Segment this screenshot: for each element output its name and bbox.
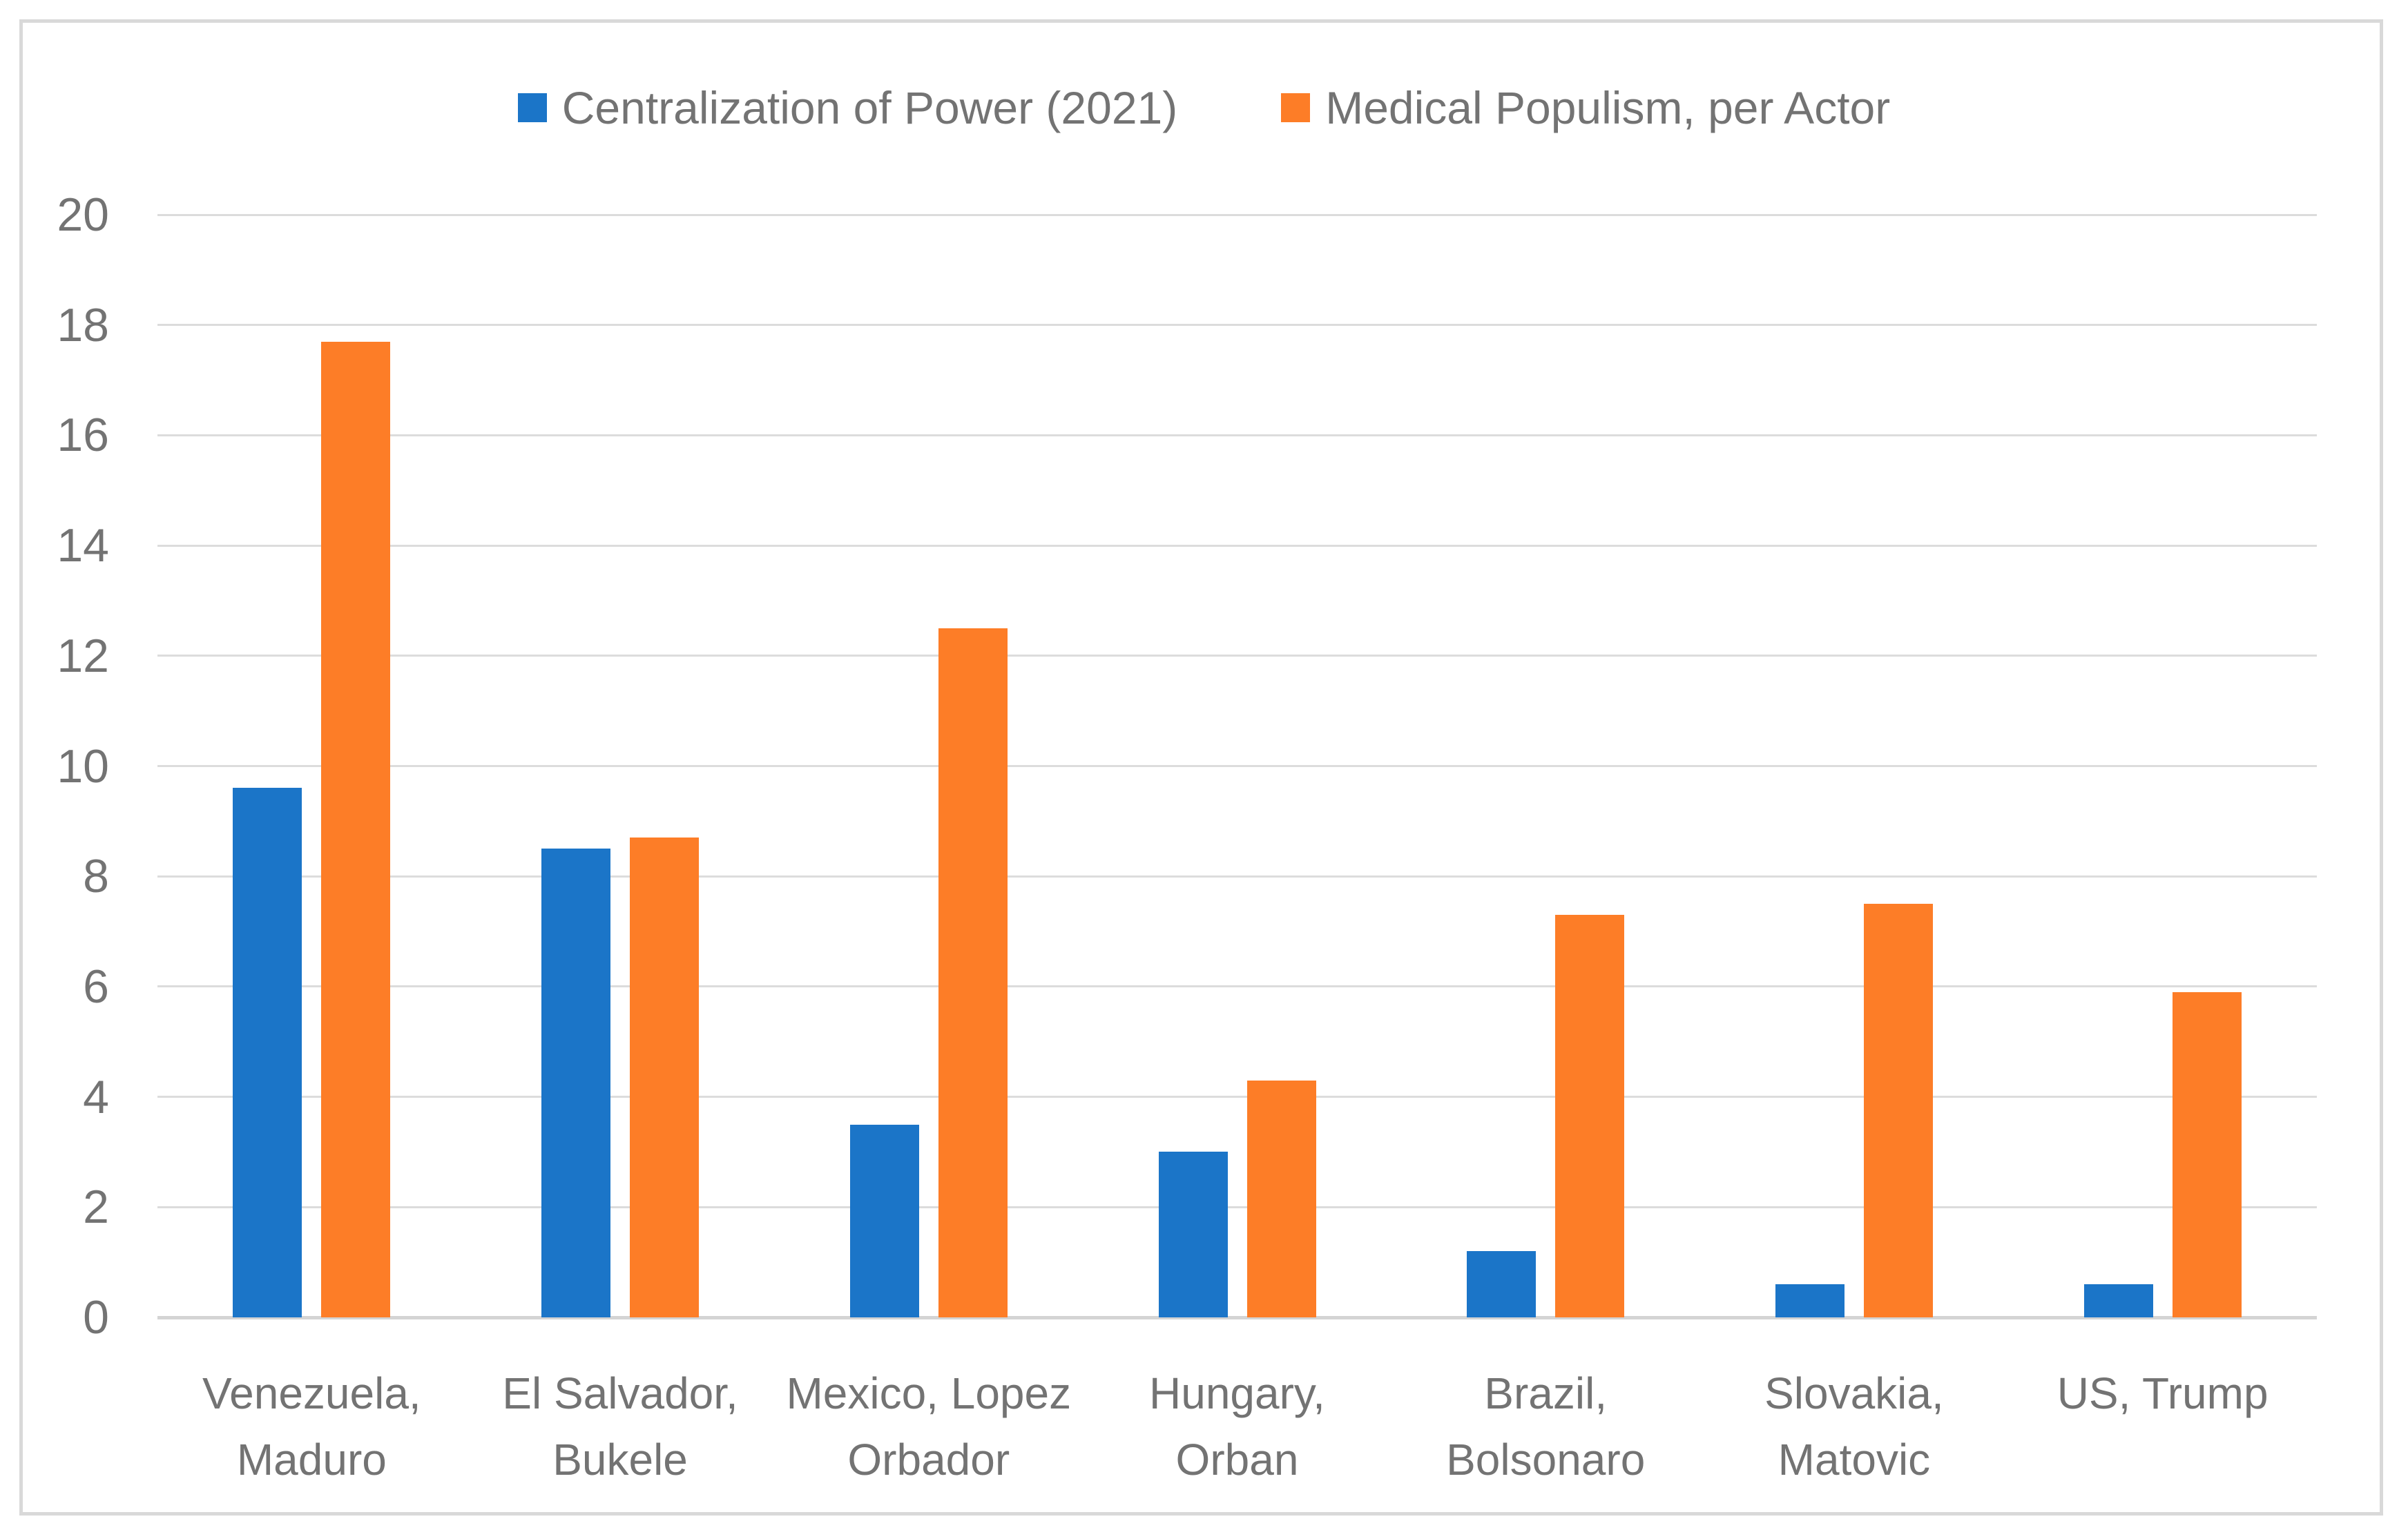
- bar-blue-4: [1158, 1152, 1228, 1317]
- y-tick-label-12: 12: [57, 629, 109, 682]
- legend-item-centralization: Centralization of Power (2021): [517, 81, 1178, 134]
- bar-orange-6: [1863, 904, 1933, 1317]
- bar-blue-5: [1467, 1251, 1537, 1317]
- y-tick-label-0: 0: [83, 1291, 109, 1344]
- bar-blue-1: [233, 788, 302, 1317]
- bar-orange-2: [630, 838, 700, 1317]
- x-category-label-5: Brazil, Bolsonaro: [1446, 1368, 1646, 1484]
- gridline-y-20: [157, 213, 2317, 216]
- y-tick-label-16: 16: [57, 409, 109, 462]
- x-category-label-6: Slovakia, Matovic: [1764, 1368, 1944, 1484]
- x-category-label-7: US, Trump: [2057, 1368, 2269, 1418]
- bar-orange-3: [938, 628, 1008, 1317]
- bar-orange-5: [1555, 915, 1625, 1317]
- gridline-y-12: [157, 655, 2317, 657]
- gridline-y-4: [157, 1096, 2317, 1098]
- gridline-y-18: [157, 324, 2317, 327]
- bar-orange-7: [2172, 991, 2242, 1317]
- gridline-y-16: [157, 434, 2317, 436]
- x-category-label-2: El Salvador, Bukele: [502, 1368, 738, 1484]
- gridline-y-10: [157, 765, 2317, 767]
- y-tick-label-6: 6: [83, 960, 109, 1013]
- bar-blue-3: [849, 1124, 919, 1317]
- gridline-y-2: [157, 1206, 2317, 1208]
- y-tick-label-14: 14: [57, 519, 109, 572]
- x-category-label-1: Venezuela, Maduro: [202, 1368, 421, 1484]
- x-category-label-3: Mexico, Lopez Orbador: [786, 1368, 1072, 1484]
- x-category-label-4: Hungary, Orban: [1149, 1368, 1325, 1484]
- gridline-y-14: [157, 544, 2317, 547]
- y-tick-label-20: 20: [57, 188, 109, 241]
- legend-label-centralization: Centralization of Power (2021): [561, 82, 1178, 133]
- legend-item-medical-populism: Medical Populism, per Actor: [1281, 81, 1890, 134]
- bar-blue-7: [2083, 1284, 2153, 1317]
- y-tick-label-4: 4: [83, 1070, 109, 1123]
- legend: Centralization of Power (2021) Medical P…: [0, 81, 2408, 134]
- legend-label-medical-populism: Medical Populism, per Actor: [1325, 82, 1891, 133]
- gridline-y-8: [157, 875, 2317, 878]
- bar-orange-1: [321, 341, 391, 1317]
- x-axis-line: [157, 1315, 2317, 1319]
- legend-swatch-orange-icon: [1281, 93, 1311, 122]
- y-tick-label-2: 2: [83, 1181, 109, 1234]
- y-tick-label-18: 18: [57, 298, 109, 351]
- y-tick-label-10: 10: [57, 739, 109, 793]
- bar-orange-4: [1246, 1080, 1316, 1317]
- bar-blue-6: [1775, 1284, 1844, 1317]
- gridline-y-6: [157, 985, 2317, 988]
- y-tick-label-8: 8: [83, 850, 109, 903]
- bar-blue-2: [541, 849, 611, 1317]
- plot-area: 0 2 4 6 8 10 12 14 16 18 20 Venezuela, Maduro El Salv…: [57, 188, 2317, 1484]
- legend-swatch-blue-icon: [517, 93, 547, 122]
